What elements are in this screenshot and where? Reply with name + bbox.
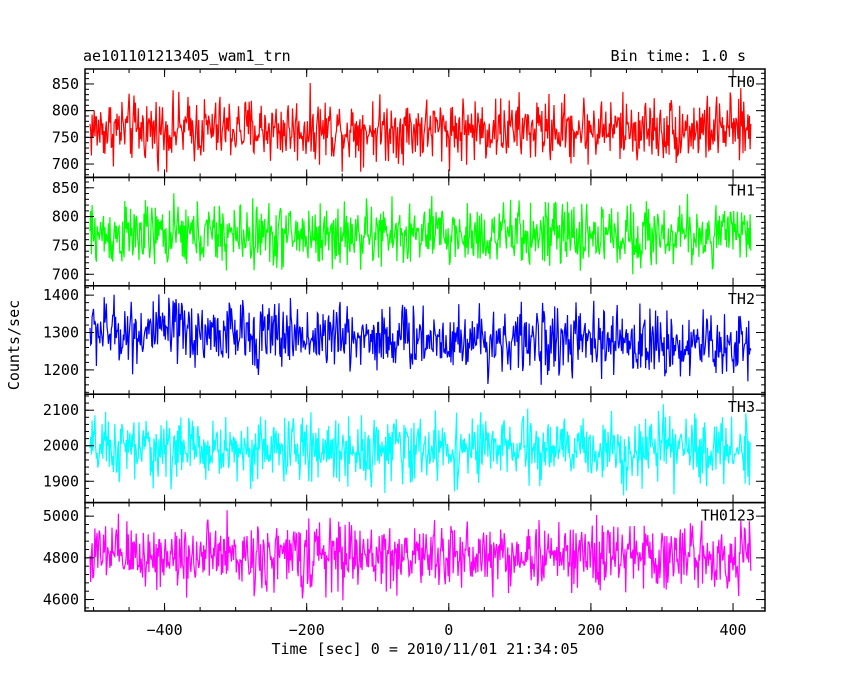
- y-tick-label: 750: [52, 128, 79, 146]
- y-tick-label: 1200: [43, 361, 79, 379]
- y-tick-label: 850: [52, 179, 79, 197]
- x-tick-label: −400: [147, 621, 183, 639]
- y-tick-label: 5000: [43, 507, 79, 525]
- panel-th3: 1900 2000 2100 TH3: [43, 393, 766, 504]
- panel-th1: 700 750 800 850 TH1: [52, 176, 766, 287]
- y-tick-label: 800: [52, 102, 79, 120]
- panel-name-label: TH3: [728, 398, 755, 416]
- panel-frame: [84, 285, 766, 395]
- y-tick-label: 2000: [43, 437, 79, 455]
- y-tick-label: 700: [52, 155, 79, 173]
- panel-frame: [84, 501, 766, 612]
- series-line-th3: [89, 404, 752, 496]
- panel-name-label: TH1: [728, 181, 755, 199]
- chart-title: ae101101213405_wam1_trn: [83, 47, 291, 65]
- panels: 700 750 800 850 TH0 700 750 800 850 TH1 1200 1300 14…: [43, 68, 766, 612]
- x-tick-label: −200: [289, 621, 325, 639]
- y-tick-label: 850: [52, 75, 79, 93]
- y-tick-label: 1900: [43, 472, 79, 490]
- panel-name-label: TH2: [728, 290, 755, 308]
- x-tick-label: 400: [719, 621, 746, 639]
- y-tick-label: 700: [52, 265, 79, 283]
- panel-th2: 1200 1300 1400 TH2: [43, 285, 766, 395]
- panel-th0123: 4600 4800 5000 TH0123: [43, 501, 766, 612]
- series-line-th0: [89, 82, 752, 173]
- y-axis-label: Counts/sec: [5, 300, 23, 390]
- series-line-th2: [89, 294, 752, 385]
- y-tick-label: 1400: [43, 286, 79, 304]
- y-tick-label: 800: [52, 208, 79, 226]
- series-line-th0123: [89, 510, 752, 601]
- x-axis-label: Time [sec] 0 = 2010/11/01 21:34:05: [271, 640, 578, 658]
- y-tick-label: 4800: [43, 549, 79, 567]
- bin-time-label: Bin time: 1.0 s: [611, 47, 746, 65]
- panel-name-label: TH0123: [701, 507, 755, 525]
- panel-name-label: TH0: [728, 73, 755, 91]
- y-tick-label: 4600: [43, 591, 79, 609]
- y-tick-label: 750: [52, 236, 79, 254]
- x-tick-label: 0: [444, 621, 453, 639]
- y-tick-label: 1300: [43, 324, 79, 342]
- x-tick-label: 200: [577, 621, 604, 639]
- y-tick-label: 2100: [43, 401, 79, 419]
- panel-th0: 700 750 800 850 TH0: [52, 68, 766, 179]
- series-line-th1: [89, 193, 752, 275]
- x-axis: −400 −200 0 200 400: [147, 621, 747, 639]
